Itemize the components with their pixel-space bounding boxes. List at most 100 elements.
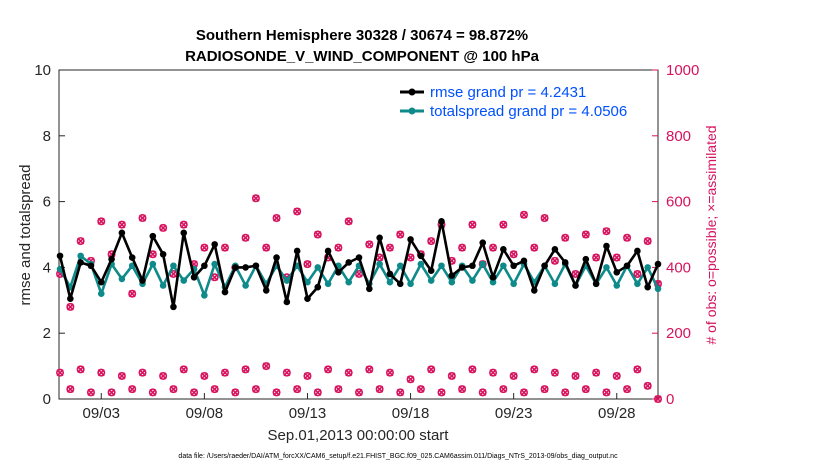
rmse-point: [396, 280, 404, 288]
x-axis-ticks: 09/03 09/08 09/13 09/18 09/23 09/28: [82, 393, 636, 422]
obs-count-point: [241, 233, 250, 242]
rmse-point: [603, 242, 610, 250]
obs-count-point: [633, 269, 642, 278]
obs-count-point: [540, 214, 549, 223]
obs-count-point: [427, 237, 436, 246]
x-tick-label: 09/18: [392, 405, 430, 422]
totalspread-point: [417, 260, 425, 268]
totalspread-point: [448, 278, 456, 286]
obs-count-point: [519, 388, 528, 397]
obs-count-point: [179, 220, 188, 229]
rmse-point: [530, 287, 538, 294]
rmse-point: [87, 262, 95, 270]
obs-count-point: [571, 269, 580, 278]
totalspread-point: [479, 260, 487, 268]
chart-title: Southern Hemisphere 30328 / 30674 = 98.8…: [196, 27, 528, 44]
y2-tick-label: 0: [666, 391, 674, 408]
rmse-point: [644, 283, 651, 291]
rmse-point: [500, 246, 507, 253]
chart-subtitle: RADIOSONDE_V_WIND_COMPONENT @ 100 hPa: [185, 48, 540, 65]
rmse-point: [623, 262, 631, 270]
y2-axis-label: # of obs: o=possible; ×=assimilated: [703, 125, 719, 344]
totalspread-point: [469, 277, 476, 284]
legend-rmse-label: rmse grand pr = 4.2431: [430, 84, 586, 101]
rmse-series: [56, 218, 662, 311]
rmse-point: [221, 288, 229, 296]
rmse-point: [324, 247, 332, 255]
rmse-point: [376, 234, 383, 242]
totalspread-point: [407, 280, 414, 288]
obs-count-point: [468, 365, 477, 374]
rmse-point: [118, 229, 126, 237]
totalspread-point: [304, 278, 311, 286]
obs-count-point: [633, 365, 642, 374]
y2-tick-label: 600: [666, 194, 691, 211]
rmse-point: [438, 218, 445, 225]
rmse-point: [572, 282, 579, 289]
rmse-point: [458, 264, 466, 271]
obs-count-point: [623, 385, 632, 394]
rmse-point: [355, 254, 363, 261]
rmse-point: [180, 229, 188, 237]
obs-count-point: [602, 227, 611, 236]
legend: rmse grand pr = 4.2431 totalspread grand…: [396, 80, 650, 122]
obs-count-point: [97, 217, 106, 226]
totalspread-point: [314, 264, 322, 271]
y-tick-label: 8: [43, 128, 51, 145]
y2-tick-label: 200: [666, 325, 691, 342]
obs-count-point: [272, 214, 281, 223]
totalspread-point: [489, 278, 497, 286]
x-tick-label: 09/23: [495, 405, 533, 422]
obs-count-point: [66, 385, 75, 394]
obs-count-point: [509, 371, 518, 380]
y2-axis-ticks: 0 200 400 600 800 1000: [652, 62, 699, 408]
rmse-point: [231, 264, 239, 271]
totalspread-point: [644, 264, 651, 271]
obs-count-point: [190, 388, 199, 397]
obs-count-point: [262, 362, 271, 371]
obs-count-point: [97, 368, 106, 377]
totalspread-point: [211, 260, 218, 268]
x-tick-label: 09/13: [289, 405, 327, 422]
obs-count-point: [499, 385, 508, 394]
totalspread-point: [283, 277, 291, 284]
obs-count-point: [220, 243, 229, 252]
obs-count-point: [76, 365, 85, 374]
obs-count-point: [313, 388, 322, 397]
obs-count-point: [86, 388, 95, 397]
obs-count-point: [530, 243, 539, 252]
obs-count-point: [159, 223, 168, 232]
obs-count-point: [303, 371, 312, 380]
rmse-point: [386, 270, 394, 278]
obs-count-point: [128, 385, 137, 394]
obs-count-point: [561, 388, 570, 397]
obs-count-point: [396, 230, 405, 239]
rmse-point: [613, 269, 621, 276]
obs-count-point: [107, 388, 116, 397]
totalspread-point: [386, 278, 394, 286]
obs-count-point: [56, 368, 65, 377]
obs-count-point: [489, 368, 498, 377]
obs-count-point: [293, 207, 302, 216]
obs-count-point: [66, 302, 75, 311]
totalspread-point: [170, 262, 177, 270]
obs-count-point: [478, 388, 487, 397]
obs-count-point: [458, 385, 467, 394]
totalspread-point: [345, 278, 353, 286]
y2-tick-label: 800: [666, 128, 691, 145]
obs-count-point: [375, 385, 384, 394]
x-tick-label: 09/28: [598, 405, 636, 422]
obs-count-point: [602, 388, 611, 397]
y-tick-label: 4: [43, 259, 51, 276]
totalspread-point: [159, 282, 167, 289]
totalspread-point: [97, 290, 105, 298]
obs-count-point: [365, 240, 374, 249]
obs-count-point: [519, 210, 528, 219]
rmse-point: [520, 257, 528, 265]
obs-count-point: [643, 381, 652, 390]
obs-count-point: [159, 371, 168, 380]
rmse-point: [190, 273, 198, 281]
obs-count-point: [344, 368, 353, 377]
y-tick-label: 0: [43, 391, 51, 408]
rmse-point: [262, 287, 270, 294]
